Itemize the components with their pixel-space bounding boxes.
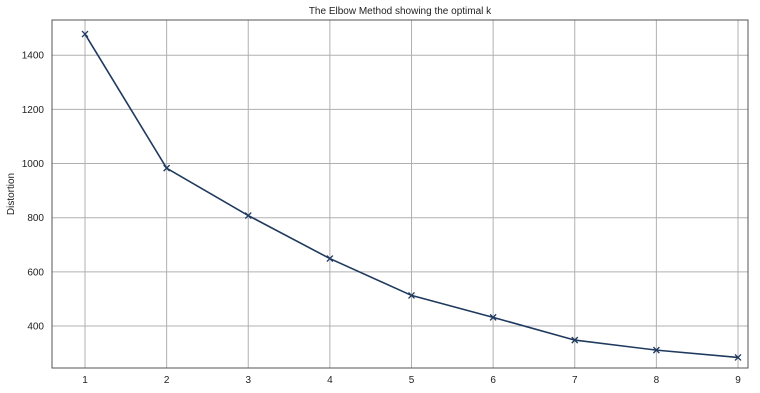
tick-label-layer: 1 2 3 4 5 6 7 8 9 400 600 800 1000 1200 1400 [22,51,741,386]
series-layer [81,30,742,361]
data-point-marker [734,353,742,361]
y-tick-label: 1000 [22,159,45,170]
x-tick-label: 7 [572,375,578,386]
y-axis-label: Distortion [6,173,17,215]
data-point-marker [326,255,334,263]
y-tick-label: 400 [27,322,44,333]
y-tick-label: 1200 [22,105,45,116]
x-tick-label: 5 [409,375,415,386]
x-tick-label: 2 [164,375,170,386]
data-point-marker [408,291,415,299]
chart-title: The Elbow Method showing the optimal k [309,6,492,17]
grid-layer [52,20,748,368]
data-point-marker [244,212,252,219]
x-tick-label: 8 [654,375,660,386]
x-tick-label: 1 [82,375,88,386]
y-tick-label: 800 [27,213,44,224]
data-point-marker [163,164,171,172]
data-point-marker [652,346,660,354]
y-tick-label: 1400 [22,51,45,62]
x-tick-label: 9 [735,375,741,386]
data-point-marker [81,30,89,38]
x-tick-label: 3 [245,375,251,386]
x-tick-label: 4 [327,375,333,386]
y-tick-label: 600 [27,267,44,278]
data-point-marker [571,336,579,344]
x-tick-label: 6 [490,375,496,386]
plot-frame [51,19,749,369]
data-point-marker [489,313,497,321]
